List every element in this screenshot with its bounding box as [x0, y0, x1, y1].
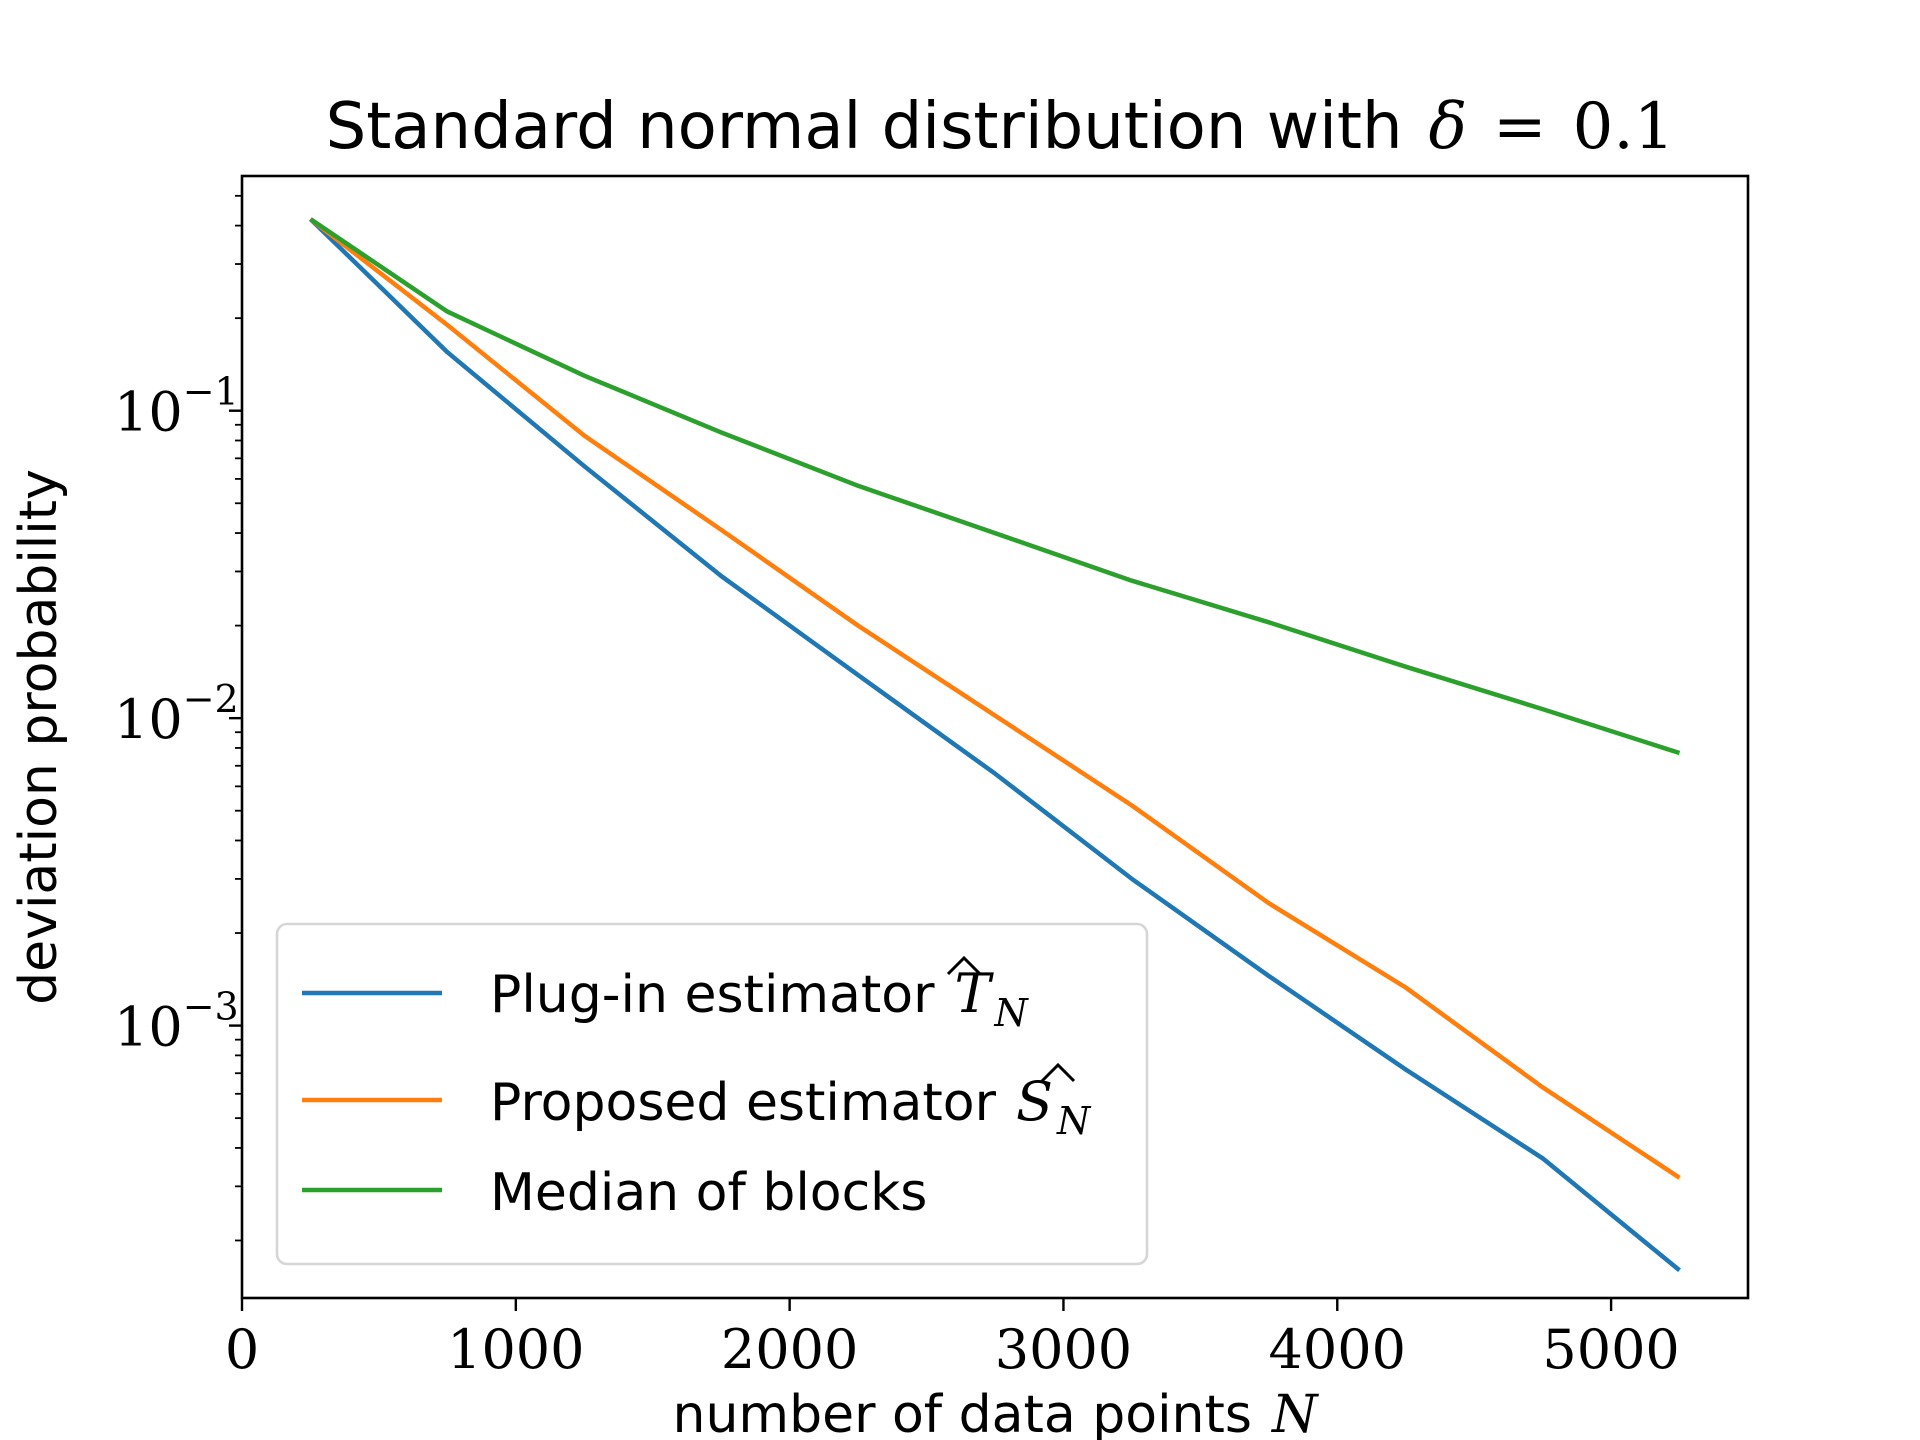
legend-entry-plug-in: Plug-in estimator T N [490, 962, 1030, 1035]
legend-hat-proposed [1040, 1062, 1076, 1083]
x-tick-label-1: 1000 [447, 1318, 584, 1381]
series-layer [308, 217, 1681, 1273]
x-axis-ticks: 0 1000 2000 3000 4000 5000 [225, 1298, 1680, 1381]
y-axis-ticks: 10−1 10−2 10−3 [114, 194, 242, 1242]
x-tick-label-5: 5000 [1542, 1318, 1679, 1381]
legend-symbol-plug-in: T [955, 962, 995, 1025]
y-tick-label-2: 10−3 [114, 985, 239, 1059]
legend-symbol-proposed: S [1016, 1070, 1053, 1133]
plot-frame [240, 174, 1750, 1300]
x-axis-label-text: number of data points [673, 1385, 1253, 1440]
y-axis-label: deviation probability [9, 469, 69, 1005]
chart-title: Standard normal distribution with δ = 0.… [326, 90, 1675, 164]
x-tick-label-2: 2000 [721, 1318, 858, 1381]
x-tick-label-0: 0 [225, 1318, 259, 1381]
y-tick-label-0: 10−1 [114, 370, 239, 444]
chart-title-text: Standard normal distribution with [326, 90, 1403, 164]
series-line-2 [309, 217, 1681, 756]
legend-subscript-proposed: N [1056, 1099, 1092, 1143]
x-tick-label-4: 4000 [1269, 1318, 1406, 1381]
x-tick-label-3: 3000 [995, 1318, 1132, 1381]
chart-title-value: 0.1 [1573, 90, 1675, 164]
legend-entry-proposed: Proposed estimator S N [490, 1070, 1092, 1143]
chart-title-symbol: δ [1429, 90, 1468, 164]
series-line-0 [308, 217, 1681, 1273]
series-line-1 [309, 217, 1681, 1180]
legend: Plug-in estimator T N Proposed estimator… [275, 922, 1149, 1266]
x-axis-label-var: N [1270, 1385, 1319, 1440]
chart-title-eq: = [1493, 90, 1547, 164]
x-axis-label: number of data points N [673, 1385, 1320, 1440]
y-tick-label-1: 10−2 [114, 677, 239, 751]
legend-label-proposed: Proposed estimator [490, 1073, 997, 1133]
legend-label-plug-in: Plug-in estimator [490, 965, 935, 1025]
legend-box [275, 922, 1149, 1266]
legend-subscript-plug-in: N [994, 991, 1030, 1035]
legend-label-median: Median of blocks [490, 1163, 927, 1223]
legend-hat-plug-in [946, 955, 982, 976]
